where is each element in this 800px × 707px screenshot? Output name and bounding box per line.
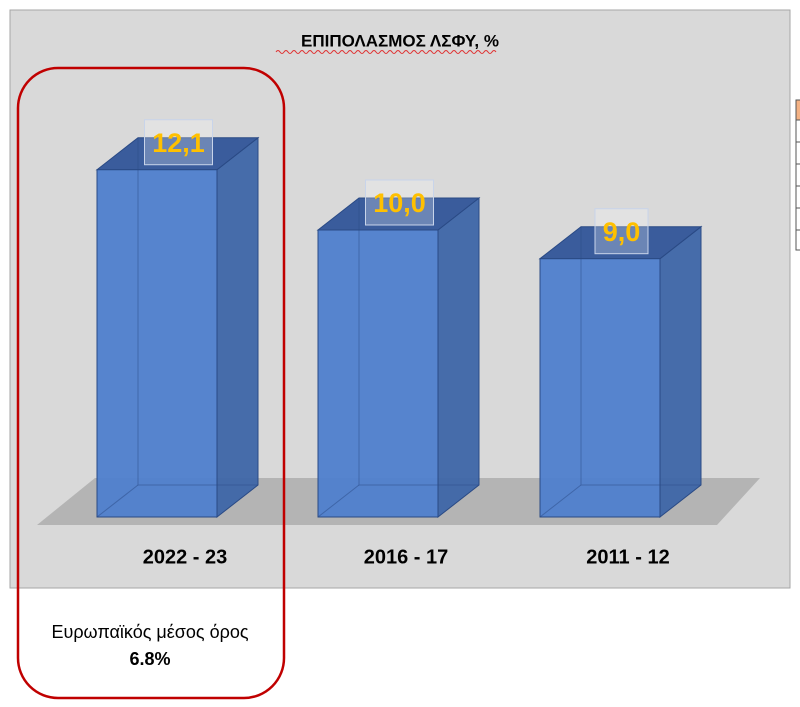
bar-front (96, 169, 218, 518)
bar (95, 136, 260, 519)
value-label: 9,0 (603, 217, 641, 247)
x-tick-label: 2022 - 23 (143, 546, 228, 568)
chart-title: ΕΠΙΠΟΛΑΣΜΟΣ ΛΣΦΥ, % (301, 31, 499, 50)
bar-side (216, 136, 259, 519)
bar-inner-edge (96, 484, 139, 518)
value-label: 12,1 (152, 128, 205, 158)
bar-side (659, 225, 702, 519)
table-fragment (795, 99, 800, 251)
spell-underline (275, 50, 497, 54)
bar-side (437, 196, 480, 519)
bar-inner-edge (317, 484, 360, 518)
value-label-box (594, 208, 649, 255)
bar (316, 196, 481, 519)
bar-front (539, 258, 661, 518)
bar-front (317, 229, 439, 518)
bar-inner-edge (539, 484, 582, 518)
x-tick-label: 2016 - 17 (364, 546, 449, 568)
annotation-value: 6.8% (129, 649, 170, 669)
x-tick-label: 2011 - 12 (586, 546, 669, 568)
value-label-box (365, 179, 434, 226)
bar (538, 225, 703, 519)
highlight-box (16, 66, 286, 700)
bars: 12,1 2022 - 23 10,0 2016 - 17 9,0 2011 - 12 (95, 119, 703, 568)
value-label-box (144, 119, 213, 166)
value-label: 10,0 (373, 188, 426, 218)
annotation-text: Ευρωπαϊκός μέσος όρος (51, 622, 248, 642)
